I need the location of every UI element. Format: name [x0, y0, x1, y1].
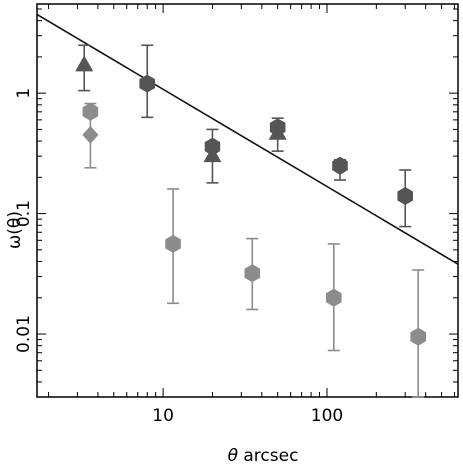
hexagon-marker [244, 264, 261, 283]
triangle-marker [75, 55, 94, 72]
theta-symbol: θ [228, 446, 239, 466]
hexagon-marker [397, 187, 413, 205]
y-axis-title: ω(θ) [5, 211, 25, 249]
x-axis-title-text: θ arcsec [228, 446, 299, 466]
hexagon-marker [82, 102, 99, 121]
markers [75, 55, 426, 346]
diamond-marker [82, 125, 99, 144]
x-tick-label: 100 [311, 406, 343, 426]
y-axis-title-text: ω(θ) [5, 211, 25, 249]
fit-line-layer [36, 13, 459, 265]
fit-line [36, 13, 459, 265]
x-tick-label: 10 [152, 406, 174, 426]
hexagon-marker [165, 234, 181, 253]
x-axis-title: θ arcsec [228, 446, 299, 466]
error-bars [78, 44, 425, 398]
plot-frame [36, 3, 459, 398]
y-tick-label: 0.1 [14, 200, 34, 227]
triangle-marker [268, 123, 287, 140]
hexagon-marker [139, 74, 155, 93]
ticks: 10 100 0.01 0.1 1 [14, 4, 458, 426]
triangle-marker [203, 146, 222, 163]
hexagon-marker [332, 156, 348, 175]
y-tick-label: 0.01 [14, 315, 34, 353]
y-tick-label: 1 [14, 88, 34, 99]
x-axis-unit: arcsec [238, 446, 298, 466]
hexagon-marker [410, 327, 426, 346]
hexagon-marker [326, 288, 342, 307]
